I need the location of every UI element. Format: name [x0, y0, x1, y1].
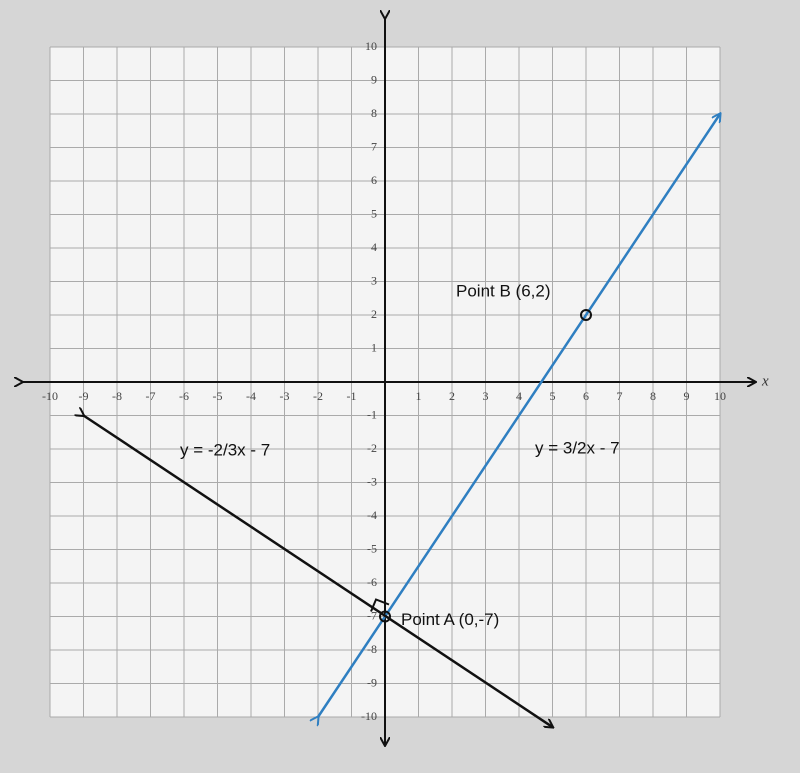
- x-tick-label: -3: [280, 389, 290, 403]
- x-tick-label: 6: [583, 389, 589, 403]
- x-tick-label: -8: [112, 389, 122, 403]
- line: [84, 416, 553, 728]
- x-tick-label: -4: [246, 389, 256, 403]
- y-tick-label: 3: [371, 273, 377, 287]
- x-axis-label: x: [761, 373, 769, 389]
- x-tick-label: -1: [347, 389, 357, 403]
- x-tick-label: 5: [550, 389, 556, 403]
- x-tick-label: 3: [483, 389, 489, 403]
- y-tick-label: -8: [367, 642, 377, 656]
- y-tick-label: -3: [367, 474, 377, 488]
- y-tick-label: -2: [367, 441, 377, 455]
- y-tick-label: -9: [367, 675, 377, 689]
- y-tick-label: 4: [371, 240, 377, 254]
- point: [379, 610, 391, 623]
- line-label: y = 3/2x - 7: [535, 438, 620, 457]
- y-tick-label: 8: [371, 106, 377, 120]
- y-tick-label: -5: [367, 541, 377, 555]
- y-tick-label: -4: [367, 508, 377, 522]
- x-tick-label: -7: [146, 389, 156, 403]
- x-tick-label: -10: [42, 389, 58, 403]
- y-tick-label: 9: [371, 72, 377, 86]
- x-tick-label: -2: [313, 389, 323, 403]
- x-tick-label: 7: [617, 389, 623, 403]
- x-tick-label: 4: [516, 389, 522, 403]
- x-tick-label: 9: [684, 389, 690, 403]
- x-tick-label: -9: [79, 389, 89, 403]
- right-angle: [370, 598, 390, 612]
- y-tick-label: 7: [371, 139, 377, 153]
- y-tick-label: -6: [367, 575, 377, 589]
- x-tick-label: 8: [650, 389, 656, 403]
- y-tick-label: 10: [365, 39, 377, 53]
- line-label: y = -2/3x - 7: [180, 440, 270, 459]
- y-tick-label: 5: [371, 206, 377, 220]
- x-tick-label: 2: [449, 389, 455, 403]
- y-tick-label: 1: [371, 340, 377, 354]
- y-tick-label: -1: [367, 407, 377, 421]
- x-tick-label: 1: [416, 389, 422, 403]
- point: [580, 309, 592, 321]
- point-label: Point B (6,2): [456, 281, 551, 300]
- y-tick-label: 2: [371, 307, 377, 321]
- y-tick-label: -10: [361, 709, 377, 723]
- y-tick-label: 6: [371, 173, 377, 187]
- x-tick-label: -5: [213, 389, 223, 403]
- point-label: Point A (0,-7): [401, 610, 499, 629]
- x-tick-label: 10: [714, 389, 726, 403]
- x-tick-label: -6: [179, 389, 189, 403]
